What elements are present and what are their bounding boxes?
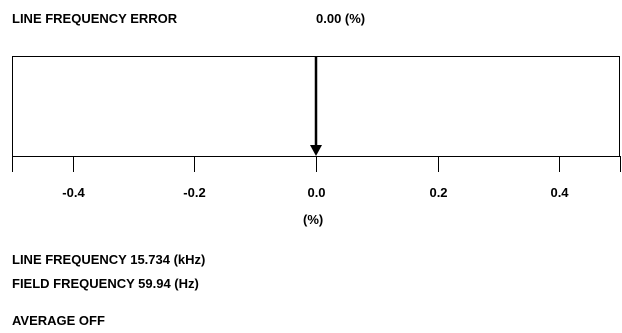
measurement-title: LINE FREQUENCY ERROR (12, 11, 178, 26)
meter-tick-label: 0.4 (550, 185, 569, 200)
meter-ticks (12, 156, 621, 172)
error-pointer (310, 57, 322, 156)
meter-unit: (%) (303, 212, 324, 227)
meter-tick-label: 0.0 (307, 185, 326, 200)
field-frequency-readout: FIELD FREQUENCY 59.94 (Hz) (12, 276, 199, 291)
meter-tick-label: -0.2 (183, 185, 206, 200)
measurement-value: 0.00 (%) (316, 11, 366, 26)
line-frequency-readout: LINE FREQUENCY 15.734 (kHz) (12, 252, 206, 267)
error-meter (12, 56, 621, 172)
pointer-arrowhead (310, 145, 322, 156)
meter-tick-label: 0.2 (429, 185, 448, 200)
meter-tick-label: -0.4 (62, 185, 85, 200)
average-status: AVERAGE OFF (12, 313, 105, 328)
